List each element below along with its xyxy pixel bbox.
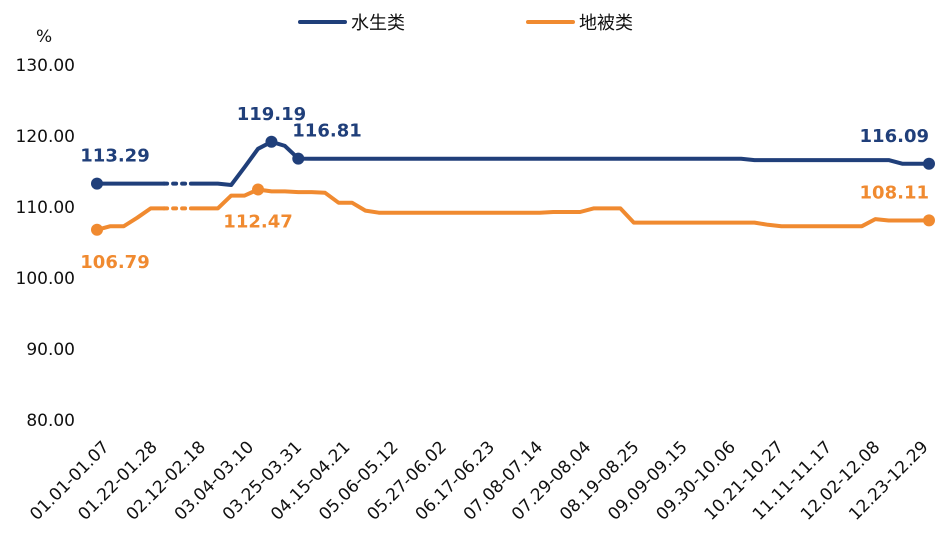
data-point-marker[interactable] (292, 152, 305, 165)
data-label: 113.29 (80, 146, 149, 167)
series-lines (95, 139, 931, 232)
y-tick-label: 80.00 (26, 411, 75, 431)
data-point-marker[interactable] (923, 157, 935, 170)
legend: 水生类 地被类 (298, 13, 633, 34)
data-label: 112.47 (223, 211, 292, 232)
legend-label-groundcover: 地被类 (579, 13, 633, 34)
legend-item-aquatic[interactable]: 水生类 (298, 13, 405, 34)
x-axis-ticks: 01.01-01.0701.22-01.2802.12-02.1803.04-0… (26, 437, 932, 524)
y-axis-ticks: 130.00 120.00 110.00 100.00 90.00 80.00 (16, 56, 75, 431)
y-tick-label: 100.00 (16, 269, 75, 289)
y-tick-label: 90.00 (26, 340, 75, 360)
data-label: 108.11 (860, 182, 929, 203)
data-label: 119.19 (237, 104, 306, 125)
data-label: 116.81 (292, 121, 361, 142)
data-point-marker[interactable] (265, 135, 278, 148)
series-line-1 (188, 187, 931, 229)
legend-label-aquatic: 水生类 (351, 13, 405, 34)
data-label: 116.09 (860, 126, 929, 147)
y-tick-label: 110.00 (16, 198, 75, 218)
data-point-marker[interactable] (252, 183, 265, 196)
legend-item-groundcover[interactable]: 地被类 (526, 13, 633, 34)
data-markers (91, 135, 935, 236)
data-point-marker[interactable] (91, 223, 103, 236)
y-tick-label: 130.00 (16, 56, 75, 76)
series-line-1 (95, 206, 167, 232)
data-label: 106.79 (80, 252, 149, 273)
series-line-0 (188, 139, 931, 187)
data-point-marker[interactable] (923, 214, 935, 227)
data-point-marker[interactable] (91, 177, 103, 190)
y-axis-unit: % (36, 27, 52, 47)
y-tick-label: 120.00 (16, 127, 75, 147)
